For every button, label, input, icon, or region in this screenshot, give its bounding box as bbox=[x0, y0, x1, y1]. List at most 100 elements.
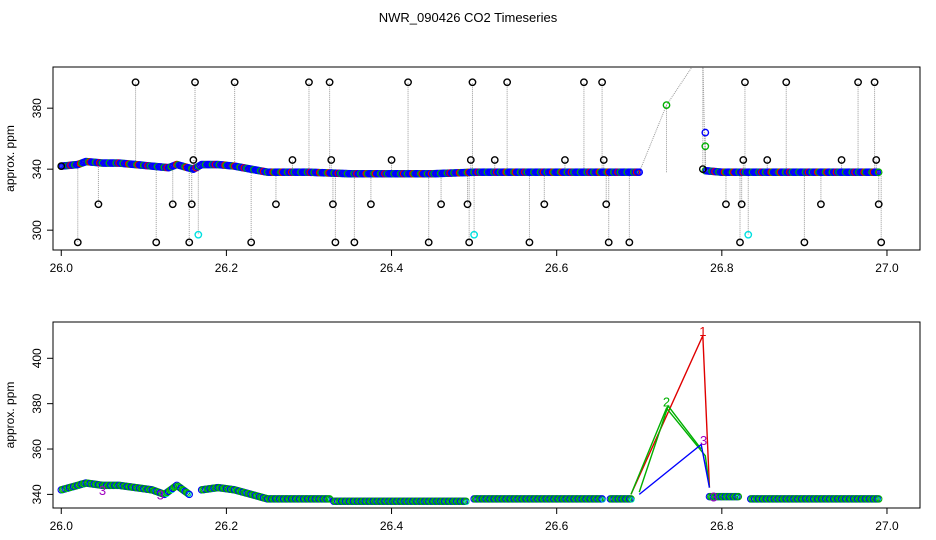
outlier-point bbox=[741, 78, 749, 87]
outlier-point bbox=[540, 200, 549, 209]
outlier-point bbox=[701, 128, 710, 137]
outlier-point bbox=[837, 156, 846, 164]
outlier-point bbox=[503, 78, 512, 87]
x-tick-label: 26.6 bbox=[545, 261, 569, 275]
spike-line bbox=[638, 443, 711, 495]
outlier-point bbox=[404, 78, 412, 87]
outlier-point bbox=[466, 156, 475, 164]
outlier-point bbox=[872, 156, 881, 164]
point-label: 3 bbox=[99, 483, 106, 498]
x-tick-label: 26.4 bbox=[380, 261, 404, 275]
outlier-point bbox=[152, 238, 161, 247]
data-point bbox=[464, 499, 470, 505]
top-panel: 26.0 26.2 26.4 26.6 26.8 27.0 300 340 380 approx.… bbox=[3, 56, 921, 275]
outlier-point bbox=[131, 78, 140, 87]
outlier-point bbox=[329, 200, 337, 209]
outlier-point bbox=[874, 200, 883, 209]
x-tick-label: 26.8 bbox=[710, 519, 734, 533]
outlier-point bbox=[470, 230, 479, 239]
plot-area: 1 2 3 3 3 3 bbox=[57, 324, 883, 505]
outlier-point bbox=[700, 56, 706, 62]
data-point bbox=[185, 490, 193, 499]
outlier-point bbox=[525, 238, 534, 247]
plot-area bbox=[57, 56, 886, 247]
x-tick-label: 26.4 bbox=[380, 519, 404, 533]
x-tick-label: 26.2 bbox=[215, 261, 239, 275]
outlier-point bbox=[782, 78, 791, 87]
x-tick-label: 26.2 bbox=[215, 519, 239, 533]
point-label: 3 bbox=[700, 433, 707, 448]
outlier-point bbox=[739, 156, 748, 164]
y-axis-label: approx. ppm bbox=[3, 382, 17, 449]
point-label: 3 bbox=[157, 487, 164, 502]
outlier-point bbox=[288, 156, 297, 164]
outlier-point bbox=[598, 78, 606, 87]
point-label: 3 bbox=[710, 490, 717, 505]
y-tick-label: 340 bbox=[30, 484, 44, 504]
outlier-point bbox=[580, 78, 588, 87]
outlier-point bbox=[189, 156, 198, 164]
outlier-point bbox=[437, 200, 445, 209]
outlier-point bbox=[877, 238, 886, 247]
outlier-point bbox=[463, 200, 472, 209]
data-point bbox=[874, 168, 883, 177]
bottom-panel: 1 2 3 3 3 3 26.0 26.2 26.4 26.6 26.8 27.0 340 360 380 4… bbox=[3, 321, 921, 533]
outlier-point bbox=[722, 200, 730, 209]
outlier-point bbox=[763, 156, 772, 164]
outlier-point bbox=[817, 200, 825, 209]
outlier-point bbox=[57, 162, 66, 171]
outlier-point bbox=[800, 238, 809, 247]
outlier-point bbox=[187, 200, 196, 209]
outlier-point bbox=[73, 238, 82, 247]
outlier-point bbox=[168, 200, 177, 209]
figure-title: NWR_090426 CO2 Timeseries bbox=[379, 10, 558, 25]
outlier-point bbox=[325, 78, 334, 87]
outlier-point bbox=[366, 200, 375, 209]
outlier-point bbox=[331, 238, 340, 247]
outlier-point bbox=[662, 101, 671, 110]
outlier-point bbox=[744, 230, 753, 239]
y-tick-label: 300 bbox=[30, 220, 44, 240]
outlier-point bbox=[599, 156, 608, 164]
outlier-point bbox=[625, 238, 634, 247]
outlier-point bbox=[602, 200, 611, 209]
outlier-point bbox=[194, 230, 203, 239]
x-tick-label: 26.6 bbox=[545, 519, 569, 533]
outlier-point bbox=[94, 200, 103, 209]
outlier-point bbox=[736, 238, 744, 247]
plot-frame bbox=[52, 66, 921, 251]
outlier-point bbox=[350, 238, 359, 247]
outlier-point bbox=[698, 165, 707, 174]
data-point bbox=[635, 168, 644, 177]
spike-line bbox=[630, 335, 711, 495]
outlier-point bbox=[191, 78, 199, 87]
point-label: 2 bbox=[663, 394, 670, 409]
x-tick-label: 26.8 bbox=[710, 261, 734, 275]
data-point bbox=[600, 497, 606, 503]
data-point bbox=[874, 495, 883, 503]
spike-line bbox=[630, 406, 711, 495]
outlier-point bbox=[490, 156, 499, 164]
x-tick-label: 26.0 bbox=[50, 519, 74, 533]
y-axis-label: approx. ppm bbox=[3, 125, 17, 192]
plot-frame bbox=[52, 321, 921, 509]
outlier-point bbox=[854, 78, 862, 87]
spike-line bbox=[638, 404, 702, 493]
x-tick-label: 26.0 bbox=[50, 261, 74, 275]
outlier-point bbox=[468, 78, 477, 87]
point-label: 1 bbox=[699, 324, 706, 339]
outlier-point bbox=[272, 200, 280, 209]
y-tick-label: 400 bbox=[30, 348, 44, 368]
outlier-point bbox=[701, 142, 710, 151]
outlier-point bbox=[247, 238, 256, 247]
outlier-point bbox=[604, 238, 613, 247]
y-tick-label: 360 bbox=[30, 439, 44, 459]
data-point bbox=[629, 497, 635, 503]
outlier-point bbox=[561, 156, 569, 164]
outlier-point bbox=[387, 156, 396, 164]
y-tick-label: 380 bbox=[30, 98, 44, 118]
gap-connector bbox=[638, 67, 706, 173]
outlier-point bbox=[230, 78, 239, 87]
outlier-point bbox=[305, 78, 313, 87]
